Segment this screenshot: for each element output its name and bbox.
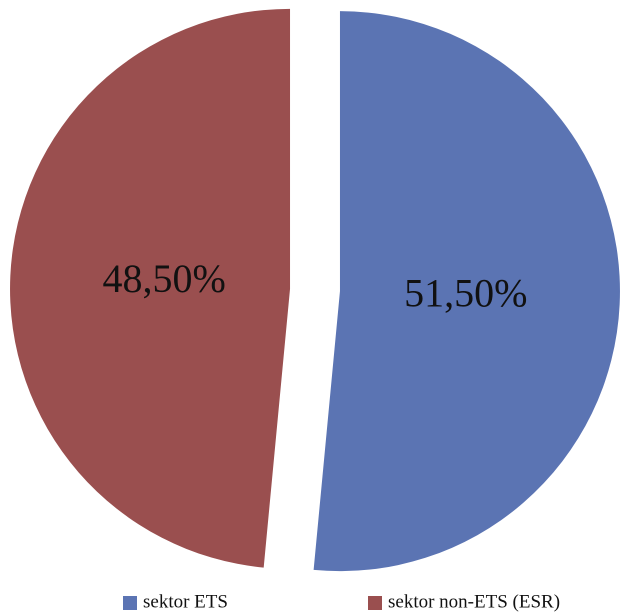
data-label: 48,50% <box>103 256 226 301</box>
pie-slice <box>10 8 291 568</box>
legend-swatch <box>368 596 382 610</box>
legend-label: sektor ETS <box>143 591 228 612</box>
legend-swatch <box>123 596 137 610</box>
data-label: 51,50% <box>404 270 527 315</box>
legend-label: sektor non-ETS (ESR) <box>388 591 560 612</box>
pie-slice <box>313 11 620 572</box>
